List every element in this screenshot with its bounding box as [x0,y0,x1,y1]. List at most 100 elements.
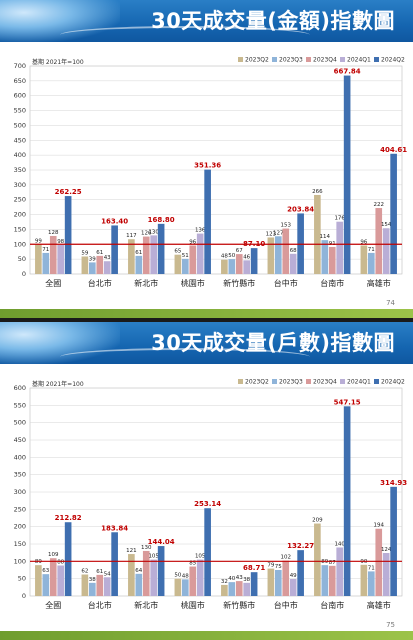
legend-label-2024q2: 2024Q2 [381,379,405,386]
bar-value-label: 61 [135,250,142,256]
legend-swatch-2024q1 [340,379,345,384]
x-category-label: 台中市 [274,600,298,610]
bar-2024q2-7 [390,486,397,596]
bar-2023q4-3 [189,245,197,274]
bar-2024q2-0 [64,522,72,596]
bar-2023q2-0 [35,565,42,596]
bar-2024q1-7 [382,228,390,274]
y-tick-label: 200 [14,211,26,219]
bar-value-label: 89 [321,559,328,565]
highlight-value-label: 68.71 [243,564,265,572]
bar-2023q2-5 [267,568,275,596]
x-category-label: 桃園市 [181,278,205,288]
bar-value-label: 50 [174,573,181,579]
bar-value-label: 105 [195,554,206,560]
y-tick-label: 250 [14,196,26,204]
y-tick-label: 600 [14,384,26,392]
y-tick-label: 400 [14,453,26,461]
bar-value-label: 128 [48,230,59,236]
bar-2024q2-0 [64,196,72,274]
bar-value-label: 71 [42,247,49,253]
legend-swatch-2024q2 [374,379,379,384]
slide-header: 30天成交量(戶數)指數圖 [0,322,413,364]
y-tick-label: 0 [22,592,26,600]
x-category-label: 台南市 [320,278,344,288]
y-tick-label: 250 [14,505,26,513]
bar-value-label: 126 [141,231,152,237]
y-tick-label: 200 [14,523,26,531]
legend-swatch-2023q3 [272,57,277,62]
bar-value-label: 136 [195,228,206,234]
slide-units-index: 30天成交量(戶數)指數圖 基期 2021年=100 2023Q2 2023Q3 20… [0,322,413,640]
page-number: 74 [386,299,395,307]
bar-value-label: 40 [228,576,235,582]
bar-2024q2-3 [204,508,211,596]
bar-2023q3-5 [274,570,282,596]
x-category-label: 桃園市 [181,600,205,610]
highlight-value-label: 168.80 [148,216,175,224]
y-tick-label: 400 [14,151,26,159]
bar-value-label: 88 [57,559,64,565]
bar-2023q4-5 [282,228,290,274]
legend-label-2023q2: 2023Q2 [245,379,269,386]
bar-2024q2-3 [204,169,211,274]
y-tick-label: 500 [14,121,26,129]
bar-2024q1-4 [243,260,251,274]
slide-divider [0,318,413,322]
bar-value-label: 63 [42,568,49,574]
bar-value-label: 153 [281,223,292,229]
bar-value-label: 117 [126,233,137,239]
bar-value-label: 123 [266,231,277,237]
bar-2024q2-6 [343,75,351,274]
bar-2023q4-0 [49,235,57,274]
bar-2024q2-4 [250,572,258,596]
bar-value-label: 96 [189,239,196,245]
bar-value-label: 222 [374,202,385,208]
bar-value-label: 266 [312,189,323,195]
bar-2023q2-6 [314,523,321,596]
bar-2023q2-7 [360,245,368,274]
bar-2023q3-2 [135,573,143,596]
bar-2023q2-2 [128,554,135,596]
bar-2023q3-2 [135,255,143,274]
bar-2024q1-6 [336,221,344,274]
legend-label-2024q1: 2024Q1 [347,379,371,386]
bar-2023q2-5 [267,237,275,274]
y-tick-label: 350 [14,166,26,174]
bar-value-label: 109 [48,552,59,558]
x-category-label: 新竹縣市 [223,278,255,288]
chart-legend: 2023Q2 2023Q3 2023Q4 2024Q1 2024Q2 [238,379,405,386]
bar-value-label: 98 [57,239,64,245]
bar-2023q4-6 [328,565,336,596]
bar-value-label: 64 [135,568,142,574]
highlight-value-label: 163.40 [101,217,128,225]
bar-2023q4-5 [282,560,290,596]
bar-value-label: 43 [104,255,111,261]
bar-2023q3-4 [228,582,236,596]
bar-2023q2-7 [360,564,368,596]
highlight-value-label: 547.15 [334,398,361,406]
y-tick-label: 650 [14,77,26,85]
bar-value-label: 114 [320,234,331,240]
bar-2023q3-0 [42,574,50,596]
slide-title: 30天成交量(戶數)指數圖 [151,331,395,355]
bar-2023q4-7 [375,528,383,596]
bar-2024q1-1 [103,577,111,596]
y-tick-label: 600 [14,92,26,100]
bar-value-label: 54 [104,571,111,577]
highlight-value-label: 262.25 [55,188,82,196]
wave-graphic [60,26,310,44]
legend-swatch-2024q2 [374,57,379,62]
highlight-value-label: 314.93 [380,479,407,487]
bar-2023q3-3 [181,579,189,596]
legend-swatch-2023q2 [238,379,243,384]
y-tick-label: 50 [18,255,26,263]
bar-2023q3-1 [88,262,96,274]
bar-2024q1-0 [57,244,65,274]
bar-value-label: 48 [182,573,189,579]
bar-2024q1-5 [289,253,297,274]
units-index-chart: 基期 2021年=100 2023Q2 2023Q3 2023Q4 2024Q1 2024… [14,379,408,611]
x-category-label: 台中市 [274,278,298,288]
bar-value-label: 209 [312,518,323,524]
bar-value-label: 62 [81,569,88,575]
